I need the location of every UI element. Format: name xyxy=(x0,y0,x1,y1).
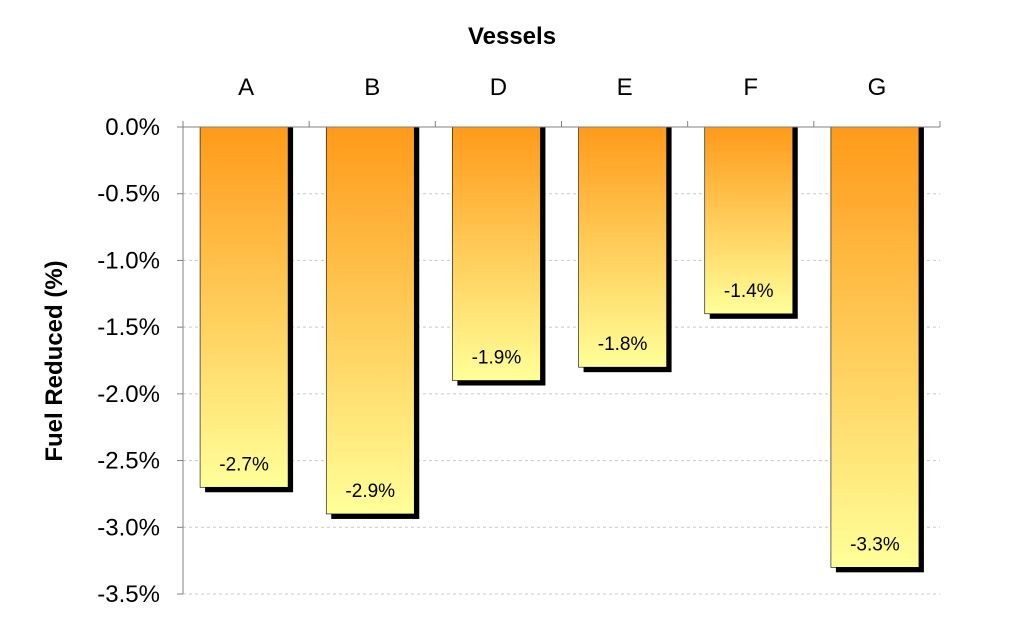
bar-d xyxy=(452,126,541,381)
bar-f xyxy=(704,126,794,315)
y-tick-label: -0.5% xyxy=(97,181,160,208)
category-label-a: A xyxy=(238,74,254,101)
y-tick-label: -3.5% xyxy=(97,581,160,608)
y-tick-label: -1.5% xyxy=(97,314,160,341)
y-tick-label: -2.5% xyxy=(97,448,160,475)
category-label-e: E xyxy=(617,74,633,101)
data-label-f: -1.4% xyxy=(724,281,774,302)
bar-g xyxy=(830,126,920,568)
bar-b xyxy=(325,126,415,515)
y-tick-label: -2.0% xyxy=(97,381,160,408)
data-label-e: -1.8% xyxy=(598,334,648,355)
labels: 0.0% -0.5% -1.0% -1.5% -2.0% -2.5% -3.0% -3.5% A… xyxy=(97,74,900,608)
data-label-g: -3.3% xyxy=(850,534,900,555)
y-tick-label: -1.0% xyxy=(97,247,160,274)
data-label-d: -1.9% xyxy=(472,348,522,369)
data-label-a: -2.7% xyxy=(219,454,269,475)
y-tick-label: -3.0% xyxy=(97,514,160,541)
category-label-g: G xyxy=(868,74,887,101)
category-label-b: B xyxy=(364,74,380,101)
bars xyxy=(199,126,924,573)
axes xyxy=(177,121,941,595)
x-axis-title: Vessels xyxy=(468,23,556,50)
y-tick-label: 0.0% xyxy=(105,114,160,141)
category-label-f: F xyxy=(743,74,758,101)
bar-a xyxy=(199,126,289,488)
y-axis-title: Fuel Reduced (%) xyxy=(41,260,68,461)
category-label-d: D xyxy=(490,74,507,101)
data-label-b: -2.9% xyxy=(345,481,395,502)
gridlines xyxy=(183,193,940,595)
bar-e xyxy=(578,126,667,368)
